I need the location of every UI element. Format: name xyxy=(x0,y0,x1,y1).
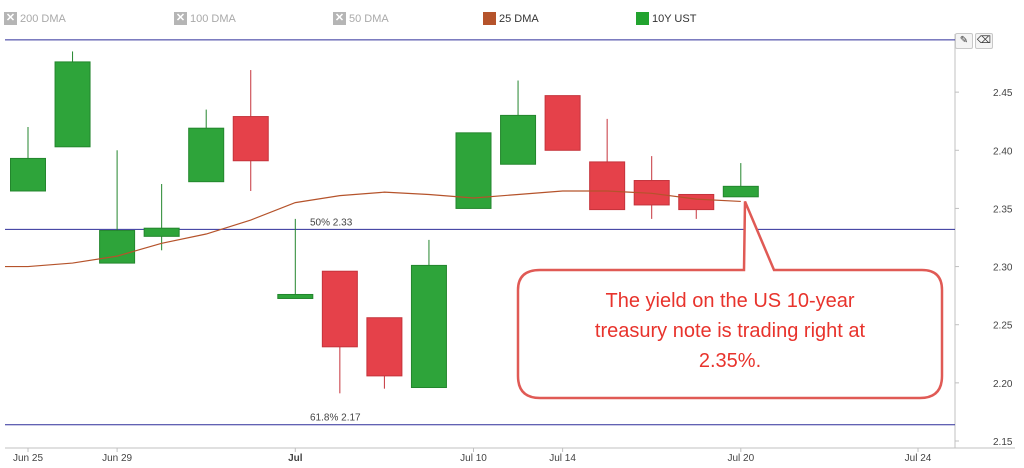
pencil-icon[interactable]: ✎ xyxy=(955,33,973,49)
candle-body xyxy=(544,95,581,151)
candle-body xyxy=(722,185,759,198)
x-tick-label: Jul 20 xyxy=(727,453,754,464)
legend-item-100-dma[interactable]: ✕ 100 DMA xyxy=(174,12,236,25)
annotation-text: treasury note is trading right at xyxy=(595,320,866,342)
candle-body xyxy=(188,127,225,183)
x-tick-label: Jun 25 xyxy=(13,453,43,464)
legend-label: 100 DMA xyxy=(190,12,236,25)
legend-label: 200 DMA xyxy=(20,12,66,25)
x-tick-label: Jul xyxy=(288,453,303,464)
legend-label: 25 DMA xyxy=(499,12,539,25)
legend-item-10y-ust[interactable]: 10Y UST xyxy=(636,12,696,25)
legend-item-50-dma[interactable]: ✕ 50 DMA xyxy=(333,12,389,25)
checkbox-icon: ✕ xyxy=(4,12,17,25)
fib-level-label: 50% 2.33 xyxy=(310,217,353,228)
annotation-text: The yield on the US 10-year xyxy=(605,290,854,312)
candle-body xyxy=(277,293,314,299)
color-swatch xyxy=(636,12,649,25)
candle-body xyxy=(10,157,46,192)
legend-label: 50 DMA xyxy=(349,12,389,25)
x-tick-label: Jun 29 xyxy=(102,453,132,464)
candle-body xyxy=(678,193,715,211)
checkbox-icon: ✕ xyxy=(333,12,346,25)
x-tick-label: Jul 10 xyxy=(460,453,487,464)
y-tick-label: 2.45 xyxy=(993,88,1013,99)
candle-body xyxy=(232,116,269,162)
candle-body xyxy=(410,264,447,389)
y-tick-label: 2.20 xyxy=(993,379,1013,390)
candle-body xyxy=(54,61,91,148)
legend-item-200-dma[interactable]: ✕ 200 DMA xyxy=(4,12,66,25)
annotation-text: 2.35%. xyxy=(699,350,761,372)
candle-body xyxy=(366,317,403,377)
candle-body xyxy=(500,114,537,165)
x-tick-label: Jul 24 xyxy=(905,453,932,464)
candle-body xyxy=(143,227,180,237)
y-tick-label: 2.35 xyxy=(993,204,1013,215)
checkbox-icon: ✕ xyxy=(174,12,187,25)
dma-25-line xyxy=(5,190,741,268)
legend-label: 10Y UST xyxy=(652,12,697,25)
eraser-icon[interactable]: ⌫ xyxy=(975,33,993,49)
candle-body xyxy=(455,132,492,209)
annotation-callout xyxy=(516,200,944,400)
chart-legend: ✕ 200 DMA ✕ 100 DMA ✕ 50 DMA 25 DMA 10Y … xyxy=(0,6,1024,32)
x-tick-label: Jul 14 xyxy=(549,453,576,464)
candle-body xyxy=(321,270,358,348)
y-tick-label: 2.30 xyxy=(993,263,1013,274)
color-swatch xyxy=(483,12,496,25)
y-tick-label: 2.25 xyxy=(993,321,1013,332)
candle-body xyxy=(589,161,626,211)
y-tick-label: 2.15 xyxy=(993,437,1013,448)
legend-item-25-dma[interactable]: 25 DMA xyxy=(483,12,539,25)
fib-level-label: 61.8% 2.17 xyxy=(310,413,361,424)
chart-tools: ✎ ⌫ xyxy=(955,33,993,49)
y-tick-label: 2.40 xyxy=(993,146,1013,157)
